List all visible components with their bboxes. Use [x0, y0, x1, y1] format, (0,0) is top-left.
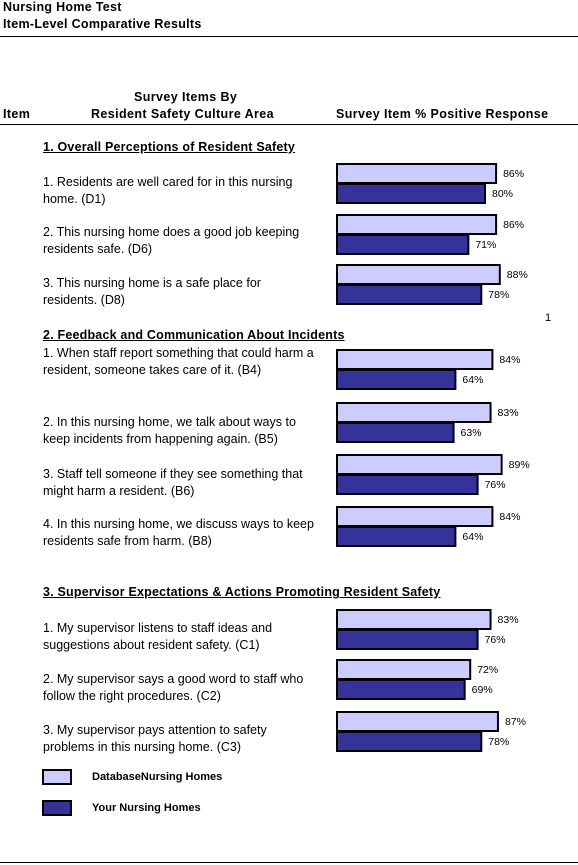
item-text-b4: 1. When staff report something that coul…: [43, 346, 314, 377]
item-text-c1: 1. My supervisor listens to staff ideas …: [43, 621, 273, 652]
bar-label-database-d6: 86%: [503, 219, 524, 231]
column-header-area-line2: Resident Safety Culture Area: [91, 107, 275, 121]
bar-label-database-b6: 89%: [509, 459, 530, 471]
legend-label-yours: Your Nursing Homes: [92, 802, 201, 814]
bar-label-yours-d8: 78%: [488, 289, 509, 301]
item-text-b6: 3. Staff tell someone if they see someth…: [43, 467, 303, 498]
bar-label-database-c1: 83%: [498, 614, 519, 626]
bar-database-b6: [336, 454, 503, 475]
column-header-area-line1: Survey Items By: [134, 90, 238, 104]
bar-database-b4: [336, 349, 494, 370]
section-title-supervisor-expectations: 3. Supervisor Expectations & Actions Pro…: [43, 585, 441, 599]
bar-yours-d1: [336, 183, 486, 204]
footer-divider: [0, 862, 578, 863]
section-title-feedback-communication: 2. Feedback and Communication About Inci…: [43, 328, 345, 342]
page-number: 1: [545, 312, 552, 324]
bar-yours-d8: [336, 284, 483, 305]
bar-label-yours-c1: 76%: [485, 634, 506, 646]
item-text-c2: 2. My supervisor says a good word to sta…: [43, 672, 304, 703]
bar-yours-b4: [336, 369, 457, 390]
bar-database-d6: [336, 214, 498, 235]
report-subtitle: Item-Level Comparative Results: [3, 17, 202, 31]
bar-database-b8: [336, 506, 494, 527]
item-text-d1: 1. Residents are well cared for in this …: [43, 175, 293, 206]
item-text-b8: 4. In this nursing home, we discuss ways…: [43, 517, 314, 548]
report-title: Nursing Home Test: [3, 0, 122, 14]
bar-yours-b5: [336, 422, 455, 443]
bar-yours-d6: [336, 234, 470, 255]
column-header-response: Survey Item % Positive Response: [336, 107, 549, 121]
item-text-c3: 3. My supervisor pays attention to safet…: [43, 723, 267, 754]
column-header-divider: [0, 124, 578, 125]
bar-yours-c2: [336, 679, 466, 700]
bar-label-database-b5: 83%: [498, 407, 519, 419]
bar-label-yours-d6: 71%: [475, 239, 496, 251]
bar-label-yours-b5: 63%: [461, 427, 482, 439]
bar-label-yours-b6: 76%: [485, 479, 506, 491]
header-divider: [0, 36, 578, 37]
bar-label-database-d8: 88%: [507, 269, 528, 281]
bar-label-database-b4: 84%: [499, 354, 520, 366]
bar-database-c1: [336, 609, 492, 630]
item-text-b5: 2. In this nursing home, we talk about w…: [43, 415, 296, 446]
bar-label-database-b8: 84%: [499, 511, 520, 523]
bar-database-d8: [336, 264, 501, 285]
bar-database-d1: [336, 163, 498, 184]
bar-database-c3: [336, 711, 499, 732]
bar-label-yours-c3: 78%: [488, 736, 509, 748]
bar-label-database-c2: 72%: [477, 664, 498, 676]
legend-swatch-database: [42, 769, 72, 785]
item-text-d6: 2. This nursing home does a good job kee…: [43, 225, 300, 256]
bar-yours-c3: [336, 731, 483, 752]
item-text-d8: 3. This nursing home is a safe place for…: [43, 276, 261, 307]
bar-database-b5: [336, 402, 492, 423]
bar-label-database-d1: 86%: [503, 168, 524, 180]
bar-label-yours-b8: 64%: [462, 531, 483, 543]
bar-label-database-c3: 87%: [505, 716, 526, 728]
bar-yours-c1: [336, 629, 479, 650]
bar-label-yours-b4: 64%: [462, 374, 483, 386]
bar-yours-b6: [336, 474, 479, 495]
bar-yours-b8: [336, 526, 457, 547]
legend-label-database: DatabaseNursing Homes: [92, 771, 223, 783]
bar-label-yours-c2: 69%: [472, 684, 493, 696]
section-title-overall-perceptions: 1. Overall Perceptions of Resident Safet…: [43, 140, 296, 154]
bar-label-yours-d1: 80%: [492, 188, 513, 200]
legend-swatch-yours: [42, 800, 72, 816]
column-header-item: Item: [3, 107, 31, 121]
bar-database-c2: [336, 659, 472, 680]
